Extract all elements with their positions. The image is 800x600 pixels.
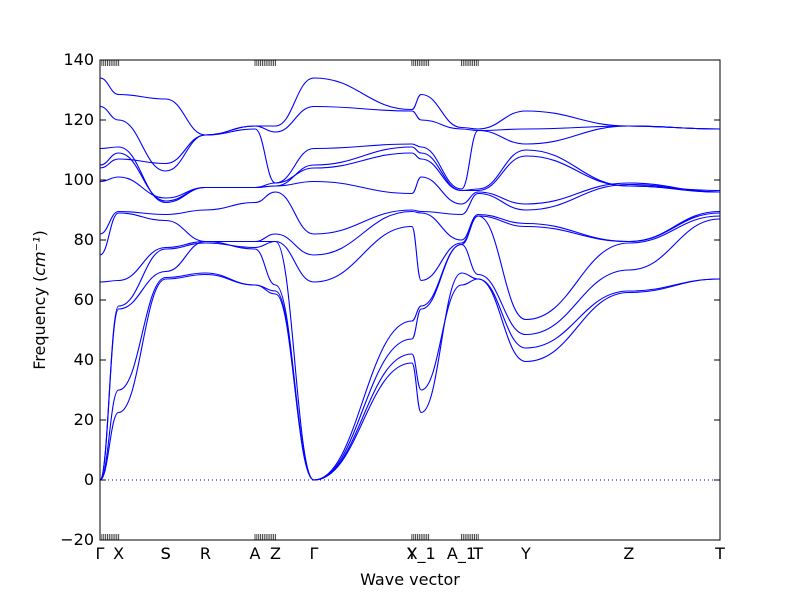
- band-10: [100, 146, 720, 202]
- x-tick-label: A: [250, 544, 261, 563]
- band-13: [100, 77, 720, 136]
- y-axis-label-unit: cm⁻¹: [30, 237, 49, 276]
- x-tick-label: T: [714, 544, 725, 563]
- y-tick-label: 140: [63, 50, 94, 69]
- y-tick-label: 100: [63, 170, 94, 189]
- x-tick-label: Y: [406, 544, 417, 563]
- y-tick-label: 120: [63, 110, 94, 129]
- x-axis: Γ X SS R A Z Γ YX_1 A_1T Y Z T: [96, 544, 726, 564]
- band-4: [100, 215, 720, 481]
- x-axis-label: Wave vector: [360, 570, 460, 589]
- x-tick-label: Z: [270, 544, 281, 563]
- x-tick-label: A_1: [447, 544, 476, 564]
- x-tick-label: X_1: [407, 544, 436, 564]
- x-tick-label: S: [161, 544, 171, 563]
- y-tick-label: 0: [84, 470, 94, 489]
- dispersion-bands: [100, 77, 720, 481]
- x-tick-label: Γ: [96, 544, 105, 563]
- y-tick-label: 80: [74, 230, 94, 249]
- band-6: [100, 210, 720, 256]
- x-tick-label: Z: [623, 544, 634, 563]
- band-5: [100, 212, 720, 283]
- band-11: [100, 125, 720, 204]
- x-tick-label: X: [113, 544, 124, 563]
- band-7: [100, 183, 720, 235]
- y-axis-label: Frequency (cm⁻¹): [30, 230, 49, 369]
- y-tick-label: 60: [74, 290, 94, 309]
- y-tick-label: −20: [60, 530, 94, 549]
- x-tick-label: R: [200, 544, 211, 563]
- band-1: [100, 272, 720, 481]
- x-tick-label: Γ: [309, 544, 318, 563]
- band-8: [100, 176, 720, 205]
- y-axis: −20 0 20 40 60 80 100 120 140: [60, 50, 720, 549]
- x-tick-label: S: [161, 544, 171, 563]
- x-tick-label: T: [472, 544, 483, 563]
- y-axis-label-text: Frequency: [30, 287, 49, 370]
- plot-frame: [99, 59, 721, 541]
- band-12: [100, 105, 720, 172]
- y-tick-label: 40: [74, 350, 94, 369]
- band-9: [100, 128, 720, 193]
- x-tick-label: Y: [520, 544, 531, 563]
- band-2: [100, 272, 720, 481]
- y-tick-label: 20: [74, 410, 94, 429]
- band-3: [100, 218, 720, 481]
